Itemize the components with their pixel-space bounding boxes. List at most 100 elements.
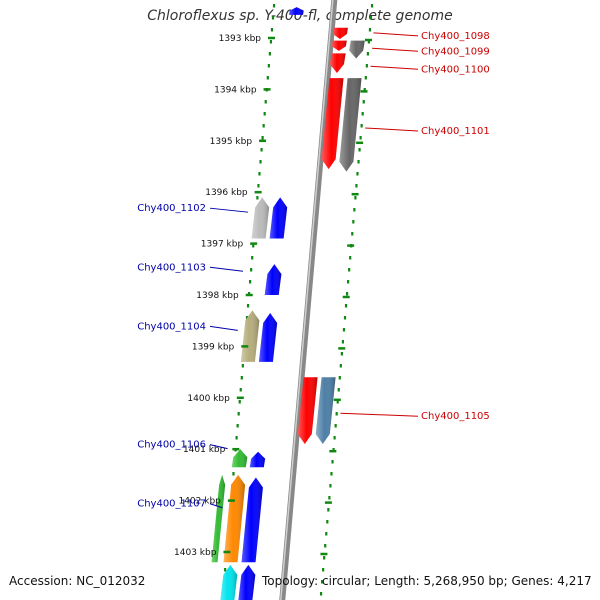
gene-arrow-shade (297, 377, 318, 445)
ruler-dot (325, 532, 328, 536)
ruler-dot (368, 28, 372, 32)
ruler-dot (260, 148, 263, 152)
tick-label: 1401 kbp (183, 445, 226, 455)
ruler-dot (263, 112, 266, 116)
gene-arrow-shade (331, 40, 347, 51)
gene-arrow-shade (251, 197, 270, 239)
ruler-dot (351, 232, 354, 236)
label-leader (372, 47, 419, 52)
ruler-dot (356, 172, 359, 176)
gene-label: Chy400_1106 (137, 440, 206, 451)
tick-label: 1402 kbp (178, 497, 221, 507)
ruler-dot (339, 364, 342, 368)
gene-label: Chy400_1102 (137, 203, 206, 214)
ruler-dot (331, 460, 334, 464)
tick-label: 1393 kbp (219, 34, 262, 44)
backbone-line (279, 0, 338, 600)
ruler-dot (347, 280, 350, 284)
gene-label: Chy400_1099 (421, 46, 490, 57)
gene-arrow-shade (240, 310, 260, 362)
ruler-dot (365, 64, 368, 68)
label-leader (365, 127, 419, 132)
ruler-dot (256, 196, 259, 200)
ruler-dot (332, 448, 335, 452)
ruler-dot (270, 28, 274, 32)
gene-arrow-shade (264, 264, 282, 295)
backbone-highlight (280, 0, 334, 600)
label-leader (209, 444, 228, 450)
tick-label: 1399 kbp (192, 342, 235, 352)
tick-label: 1395 kbp (210, 137, 253, 147)
tick-label: 1397 kbp (201, 240, 244, 250)
tick-label: 1398 kbp (196, 291, 239, 301)
ruler-dot (354, 196, 357, 200)
ruler-dot (330, 472, 333, 476)
ruler-dot (341, 340, 345, 344)
ruler-dot (224, 568, 227, 572)
ruler-dot (358, 148, 361, 152)
ruler-dot (249, 280, 252, 284)
ruler-dot (337, 388, 340, 392)
label-leader (373, 32, 419, 37)
gene-arrow-shade (315, 377, 336, 445)
ruler-dot (343, 316, 347, 320)
label-leader (209, 325, 238, 331)
gene-arrow-shade (223, 474, 246, 563)
ruler-dot (257, 184, 260, 188)
gene-label: Chy400_1107 (137, 499, 206, 510)
ruler-dot (322, 568, 325, 572)
ruler-dot (321, 580, 324, 584)
gene-track (211, 7, 365, 600)
gene-label: Chy400_1103 (137, 262, 206, 273)
ruler-dot (362, 100, 365, 104)
tick-label: 1400 kbp (187, 394, 230, 404)
ruler-dot (268, 52, 271, 56)
ruler-dot (238, 400, 241, 404)
ruler-dot (361, 112, 364, 116)
tick-label: 1396 kbp (205, 188, 248, 198)
ruler-dot (348, 268, 351, 272)
ruler-dot (264, 100, 267, 104)
ruler-dot (363, 88, 366, 92)
ruler-dot (333, 436, 336, 440)
tick-label: 1403 kbp (174, 548, 217, 558)
gene-arrow-shade (289, 7, 304, 15)
ruler-dot (360, 124, 363, 128)
label-leader (340, 412, 419, 417)
ruler-dot (323, 556, 326, 560)
ruler-dot (345, 292, 349, 296)
ruler-dot (334, 424, 337, 428)
gene-label: Chy400_1105 (421, 411, 490, 422)
ruler-dot (324, 544, 327, 548)
gene-arrow-shade (349, 40, 365, 59)
label-leader (370, 65, 419, 70)
ruler-dot (272, 4, 276, 8)
label-leader (209, 207, 249, 213)
ruler-dot (338, 376, 341, 380)
gene-label: Chy400_1100 (421, 64, 490, 75)
tick-labels: 1393 kbp 1394 kbp 1395 kbp 1396 kbp 1397 kbp… (174, 34, 372, 558)
gene-label: Chy400_1104 (137, 321, 206, 332)
genome-title: Chloroflexus sp. Y-400-fl, complete geno… (147, 8, 453, 24)
ruler-dot (359, 136, 362, 140)
gene-arrow-shade (329, 53, 346, 73)
ruler-dot (252, 244, 255, 248)
label-leader (209, 503, 223, 509)
ruler-dot (326, 520, 329, 524)
ruler-dot (232, 472, 235, 476)
ruler-dot (369, 16, 373, 20)
ruler-dot (329, 484, 332, 488)
ruler-dot (259, 160, 262, 164)
gene-arrow-shade (332, 27, 348, 40)
ruler-dot (367, 40, 371, 44)
ruler-dot (342, 328, 346, 332)
summary-text: Topology: circular; Length: 5,268,950 bp… (262, 574, 592, 588)
ruler-dot (241, 364, 244, 368)
ruler-dot (366, 52, 369, 56)
ruler-dot (236, 424, 239, 428)
gene-arrow-shade (220, 564, 238, 600)
ruler-dot (319, 592, 323, 596)
ruler-dot (239, 388, 242, 392)
gene-arrow-shade (249, 451, 266, 468)
